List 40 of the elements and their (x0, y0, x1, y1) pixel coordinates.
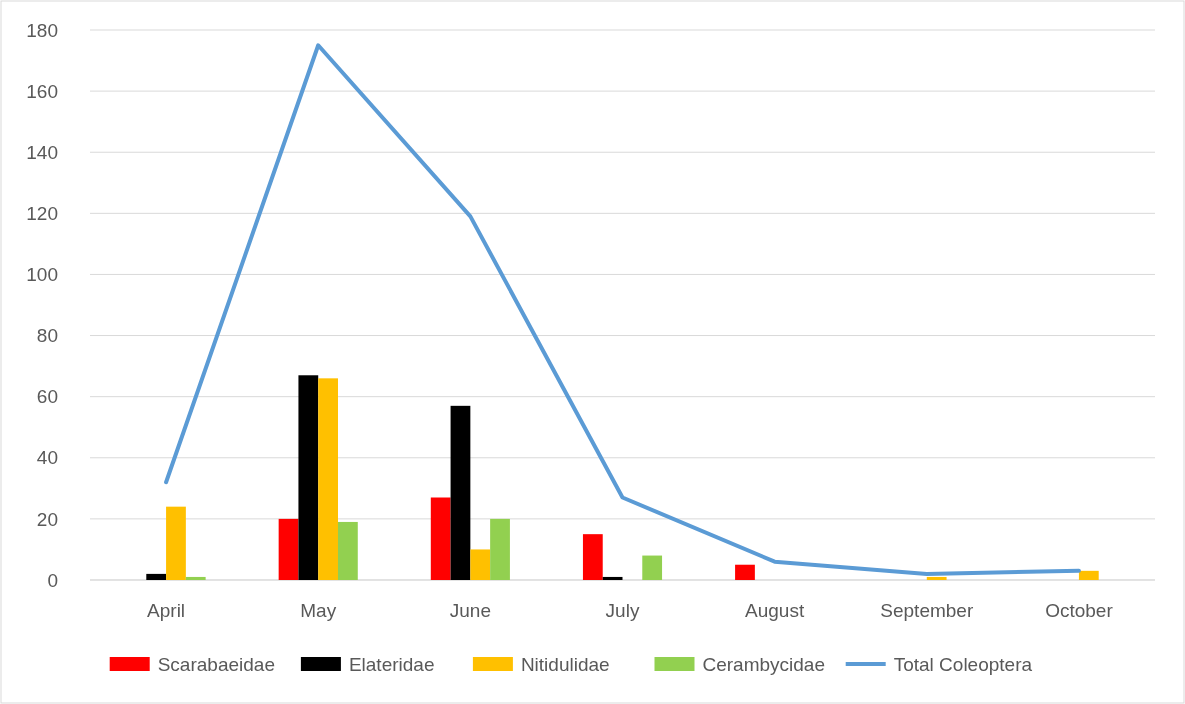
y-tick-label: 140 (26, 141, 58, 163)
bar (582, 534, 603, 580)
y-tick-label: 120 (26, 202, 58, 224)
bar (490, 518, 510, 580)
legend-label: Nitidulidae (520, 653, 610, 675)
x-tick-label: September (880, 600, 974, 621)
bar (602, 576, 623, 580)
bar (1078, 570, 1099, 580)
x-tick-label: October (1045, 600, 1114, 621)
bar (735, 564, 755, 580)
y-tick-label: 40 (36, 447, 58, 469)
legend-label: Cerambycidae (702, 653, 825, 675)
bar (166, 506, 186, 580)
bar (146, 573, 167, 580)
bar (642, 555, 663, 580)
y-tick-label: 160 (26, 80, 58, 102)
x-tick-label: August (745, 600, 805, 621)
x-tick-label: May (300, 600, 337, 621)
bar (185, 576, 206, 580)
y-tick-label: 100 (26, 264, 58, 286)
y-tick-label: 180 (26, 19, 58, 41)
bar (278, 518, 299, 580)
bar (298, 375, 319, 580)
line-series (164, 43, 1081, 576)
bar (318, 378, 338, 580)
bar (470, 549, 491, 580)
x-tick-label: July (605, 600, 640, 621)
legend-label: Scarabaeidae (157, 653, 275, 675)
x-tick-label: April (147, 600, 186, 621)
legend-label: Elateridae (348, 653, 435, 675)
y-tick-label: 60 (36, 386, 58, 408)
bar (450, 405, 471, 580)
bar (430, 497, 451, 580)
bar (337, 521, 358, 580)
y-tick-label: 20 (36, 508, 58, 530)
y-tick-label: 0 (47, 569, 58, 591)
legend-label: Total Coleoptera (893, 653, 1033, 675)
x-tick-label: June (449, 600, 491, 621)
y-tick-label: 80 (36, 325, 58, 347)
bar (926, 576, 947, 580)
